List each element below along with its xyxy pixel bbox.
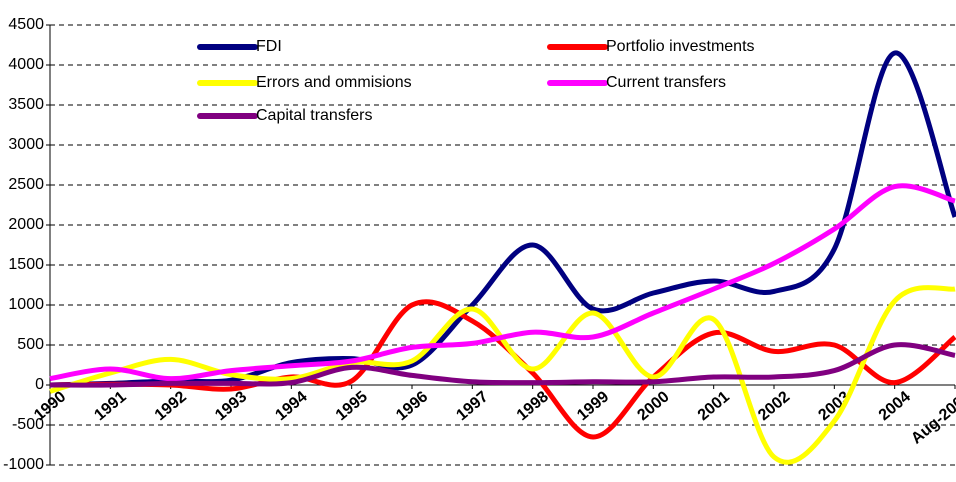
legend-label: Capital transfers [256, 107, 373, 124]
x-tick-label: 1999 [574, 388, 612, 424]
x-tick-label: 1998 [514, 388, 552, 424]
series-line [49, 50, 956, 388]
x-tick-label: 1995 [333, 388, 371, 424]
y-tick-label: 2000 [8, 216, 44, 233]
y-tick-label: 500 [17, 336, 44, 353]
x-tick-label: 2004 [876, 388, 914, 424]
y-tick-label: 4000 [8, 56, 44, 73]
x-tick-label: 2002 [755, 388, 793, 424]
legend-label: Errors and ommisions [256, 74, 412, 91]
x-tick-label: 1994 [272, 388, 310, 424]
legend-label: Portfolio investments [606, 38, 755, 55]
series-line [49, 285, 956, 465]
series-line [49, 342, 956, 388]
y-tick-label: 3000 [8, 136, 44, 153]
y-tick-label: 0 [35, 376, 44, 393]
x-tick-label: 1993 [212, 388, 250, 424]
x-tick-label: 1997 [453, 388, 491, 424]
legend-label: Current transfers [606, 74, 726, 91]
y-tick-label: 1500 [8, 256, 44, 273]
y-tick-label: -500 [12, 416, 44, 433]
series-line [49, 183, 956, 382]
x-tick-label: 2001 [695, 388, 733, 424]
y-tick-label: 1000 [8, 296, 44, 313]
y-tick-label: 3500 [8, 96, 44, 113]
y-tick-label: 4500 [8, 16, 44, 33]
y-tick-label: -1000 [3, 456, 44, 473]
y-tick-label: 2500 [8, 176, 44, 193]
legend-label: FDI [256, 38, 282, 55]
x-tick-label: Aug-2005 [908, 388, 956, 447]
x-tick-label: 1991 [91, 388, 129, 424]
x-tick-label: 1992 [152, 388, 190, 424]
x-tick-label: 1996 [393, 388, 431, 424]
